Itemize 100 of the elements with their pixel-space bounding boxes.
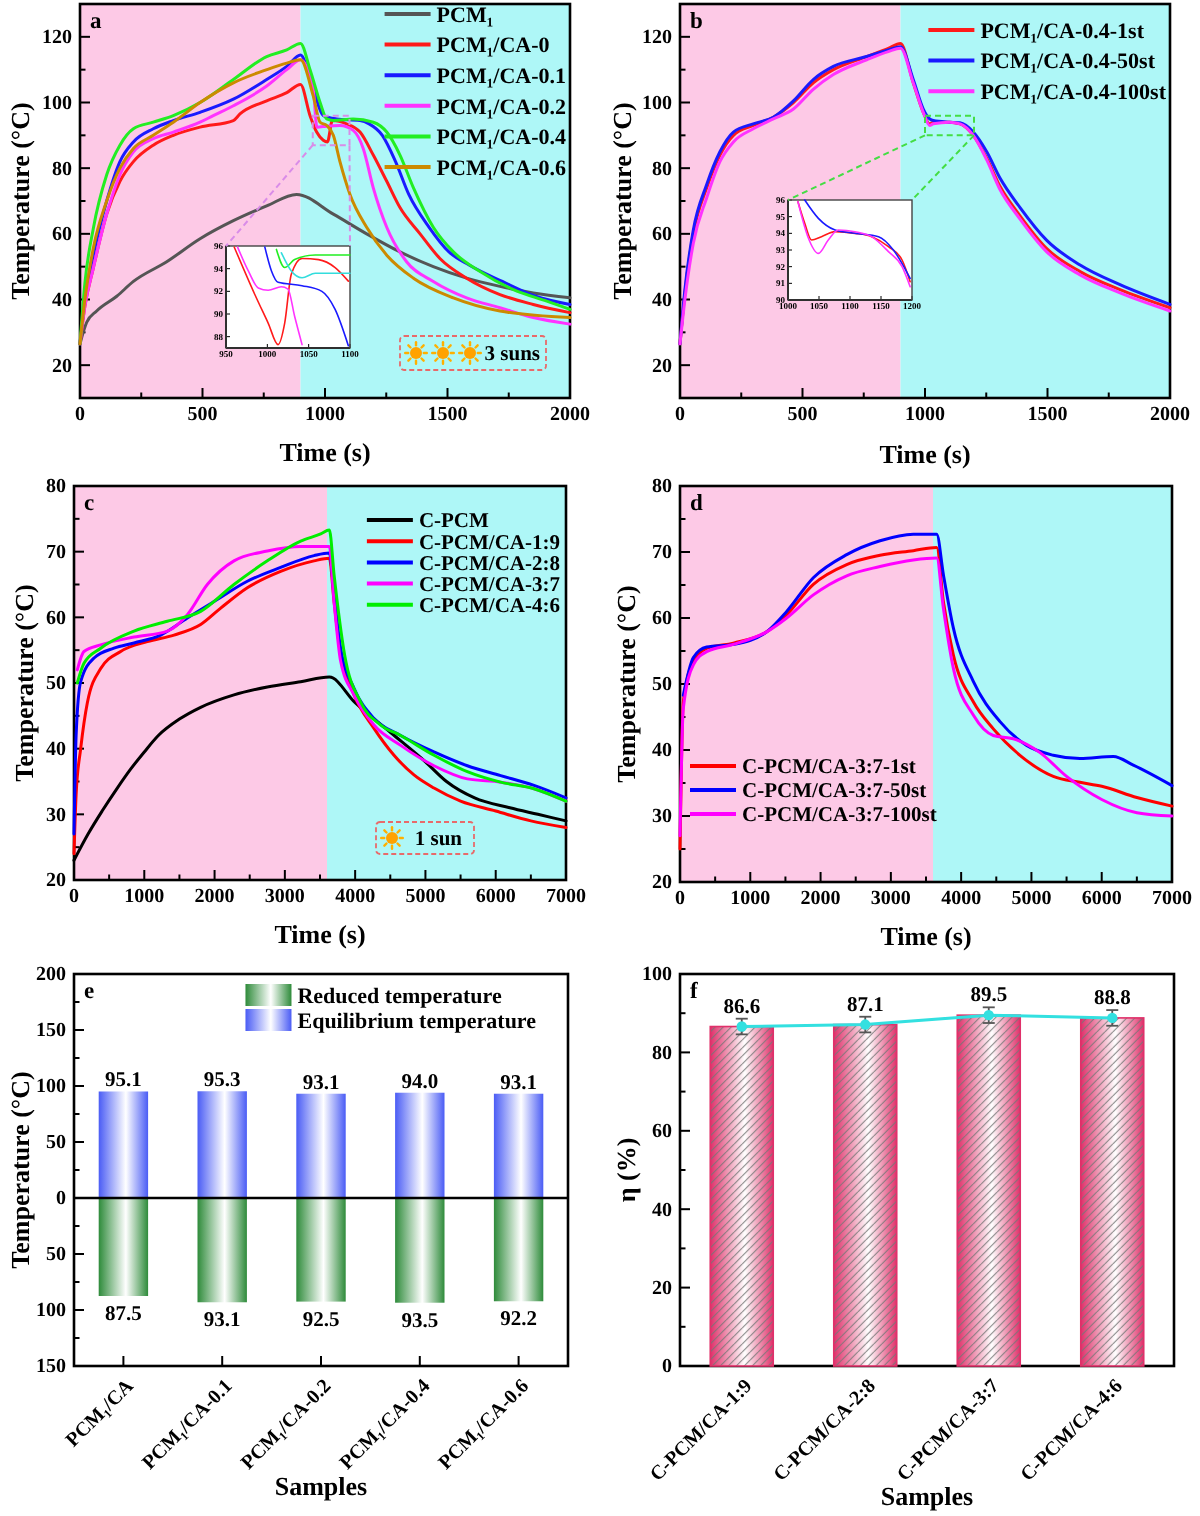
y-tick-label: 60 (652, 224, 672, 247)
y-tick-label: 40 (652, 1199, 672, 1222)
data-label: 93.1 (302, 1072, 340, 1095)
data-label: 93.1 (203, 1310, 241, 1333)
legend-label: C-PCM/CA-2:8 (418, 553, 560, 576)
data-label: 94.0 (401, 1071, 439, 1094)
x-tick-label: 7000 (1152, 888, 1192, 911)
y-tick-label: 60 (46, 607, 66, 630)
y-tick-label: 40 (652, 289, 672, 312)
y-tick-label: 30 (652, 806, 672, 829)
x-tick-label: 1000 (124, 886, 165, 909)
y-axis-title: Temperature (°C) (9, 584, 40, 782)
y-tick-label: 120 (42, 27, 72, 50)
x-axis-title: Time (s) (274, 919, 366, 950)
data-label: 92.5 (302, 1309, 340, 1332)
data-label: 93.5 (401, 1310, 439, 1333)
x-axis-title: Samples (880, 1481, 974, 1512)
y-tick-label: 60 (652, 608, 672, 631)
y-tick-label: 20 (652, 355, 672, 378)
y-tick-label: 40 (46, 739, 66, 762)
x-tick-label: 1500 (1027, 404, 1068, 427)
y-tick-label: 100 (36, 1300, 66, 1323)
legend-label: PCM₁/CA-0.1 (436, 64, 566, 89)
data-label: 89.5 (970, 985, 1008, 1008)
legend-label: PCM₁/CA-0.2 (436, 95, 567, 120)
x-tick-label: 500 (787, 404, 818, 427)
y-axis-title: Temperature (°C) (5, 102, 36, 300)
x-axis-title: Samples (274, 1471, 368, 1502)
y-tick-label: 70 (652, 542, 672, 565)
x-tick-label: 1500 (427, 404, 468, 427)
y-tick-label: 20 (46, 870, 66, 893)
line-series (275, 248, 351, 269)
y-tick-label: 80 (652, 476, 672, 499)
legend-label: PCM₁/CA-0.6 (436, 156, 567, 181)
x-tick-label: 2000 (800, 888, 841, 911)
legend-label: PCM₁/CA-0.4-1st (980, 19, 1145, 44)
legend-label: C-PCM/CA-4:6 (418, 596, 560, 619)
y-tick-label: 50 (46, 1244, 66, 1267)
y-tick-label: 100 (36, 1076, 66, 1099)
data-label: 95.1 (105, 1070, 142, 1093)
data-label: 87.1 (846, 994, 884, 1017)
y-tick-label: 50 (46, 1132, 66, 1155)
legend-label: Reduced temperature (297, 984, 502, 1009)
annotation: 1 sun (414, 829, 463, 852)
y-tick-label: 0 (662, 1356, 672, 1379)
y-tick-label: 50 (652, 674, 672, 697)
data-label: 87.5 (105, 1304, 142, 1326)
chart-title: e (84, 980, 95, 1004)
y-tick-label: 120 (642, 27, 672, 50)
x-tick-label: 4000 (941, 888, 982, 911)
x-tick-label: 3000 (264, 886, 305, 909)
legend-label: C-PCM/CA-3:7-50st (742, 781, 928, 804)
x-axis-title: Time (s) (879, 439, 971, 470)
y-tick-label: 40 (52, 289, 72, 312)
y-tick-label: 100 (642, 964, 672, 987)
data-label: 88.8 (1093, 987, 1131, 1010)
y-tick-label: 100 (642, 92, 672, 115)
y-tick-label: 70 (46, 542, 66, 565)
x-tick-label: 5000 (405, 886, 446, 909)
legend-label: C-PCM/CA-1:9 (418, 532, 560, 555)
y-tick-label: 100 (42, 92, 72, 115)
y-tick-label: 60 (652, 1121, 672, 1144)
x-tick-label: 2000 (550, 404, 590, 427)
x-tick-label: 4000 (335, 886, 376, 909)
y-tick-label: 30 (46, 804, 66, 827)
y-tick-label: 20 (652, 872, 672, 895)
legend-label: PCM₁/CA-0.4 (436, 126, 567, 151)
chart-title: b (690, 10, 703, 34)
y-tick-label: 60 (52, 224, 72, 247)
y-axis-title: Temperature (°C) (611, 585, 642, 783)
line-series (233, 246, 350, 346)
chart-title: c (84, 492, 95, 516)
y-tick-label: 50 (46, 673, 66, 696)
x-tick-label: 1000 (305, 404, 345, 427)
x-tick-label: 3000 (870, 888, 911, 911)
line-series (78, 192, 572, 346)
data-label: 92.2 (500, 1309, 537, 1332)
y-axis-title: η (%) (611, 1137, 642, 1203)
legend-label: PCM₁/CA-0.4-100st (980, 80, 1167, 105)
line-series (280, 252, 351, 279)
x-tick-label: 5000 (1011, 888, 1052, 911)
x-axis-title: Time (s) (279, 437, 371, 468)
x-tick-label: 1000 (730, 888, 771, 911)
line-series (236, 246, 303, 346)
legend-label: Equilibrium temperature (297, 1009, 537, 1034)
chart-title: a (90, 10, 102, 34)
x-tick-label: 2000 (194, 886, 235, 909)
y-tick-label: 40 (652, 740, 672, 763)
y-tick-label: 80 (46, 476, 66, 499)
y-axis-title: Temperature (°C) (607, 102, 638, 300)
y-tick-label: 80 (52, 158, 72, 181)
y-tick-label: 150 (36, 1356, 66, 1379)
y-tick-label: 20 (52, 355, 72, 378)
legend-label: PCM₁/CA-0.4-50st (980, 50, 1156, 75)
x-tick-label: 500 (187, 404, 218, 427)
chart-title: f (690, 980, 698, 1004)
legend-label: PCM₁/CA-0 (436, 34, 551, 59)
data-label: 93.1 (500, 1072, 537, 1095)
legend-label: C-PCM/CA-3:7-100st (742, 805, 938, 828)
legend-label: PCM₁ (436, 3, 494, 28)
